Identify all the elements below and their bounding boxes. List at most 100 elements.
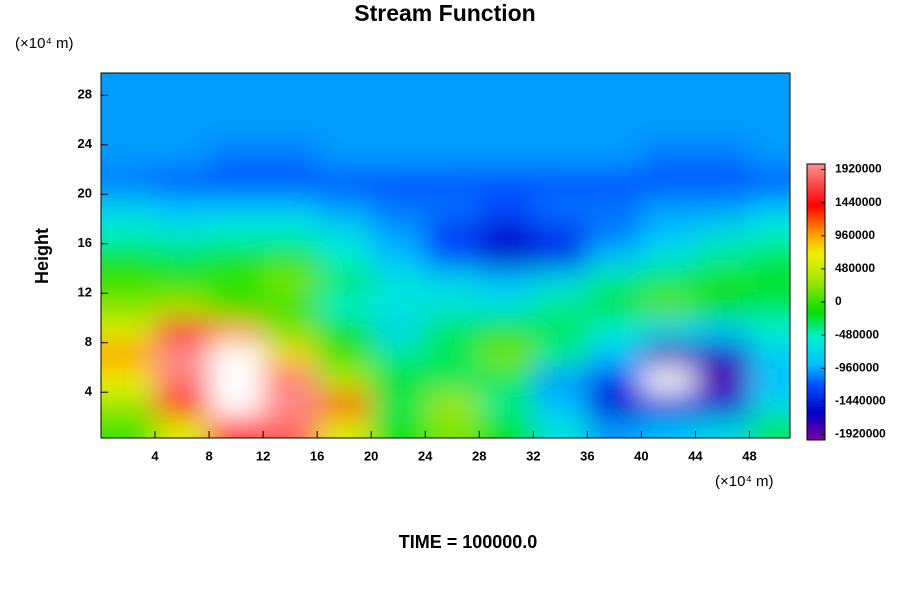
contour-cell <box>479 416 534 438</box>
x-tick-label: 12 <box>256 448 270 463</box>
x-tick-label: 40 <box>634 448 648 463</box>
contour-cell <box>533 293 588 319</box>
y-tick-label: 28 <box>78 87 92 102</box>
x-tick-label: 32 <box>526 448 540 463</box>
contour-cell <box>155 392 210 418</box>
contour-cell <box>317 169 372 195</box>
contour-cell <box>101 144 156 171</box>
contour-cell <box>425 219 480 245</box>
contour-cell <box>533 219 588 245</box>
contour-cell <box>533 367 588 393</box>
contour-cell <box>263 416 318 438</box>
contour-cell <box>317 293 372 319</box>
contour-cell <box>479 392 534 418</box>
contour-cell <box>155 194 210 220</box>
contour-cell <box>425 342 480 368</box>
colorbar-segment <box>807 364 825 386</box>
contour-cell <box>479 120 534 146</box>
colorbar-tick-label: -480000 <box>835 327 879 341</box>
contour-cell <box>749 144 790 171</box>
contour-cell <box>425 73 480 96</box>
contour-cell <box>263 169 318 195</box>
colorbar-segment <box>807 336 825 365</box>
contour-cell <box>425 367 480 393</box>
contour-cell <box>101 219 156 245</box>
contour-cell <box>425 120 480 146</box>
contour-cell <box>641 392 696 418</box>
contour-cell <box>371 416 426 438</box>
contour-cell <box>641 317 696 344</box>
x-tick-label: 24 <box>418 448 433 463</box>
contour-cell <box>317 194 372 220</box>
x-tick-label: 16 <box>310 448 324 463</box>
contour-cell <box>317 342 372 368</box>
contour-cell <box>263 219 318 245</box>
contour-cell <box>587 95 642 121</box>
contour-cell <box>641 144 696 171</box>
contour-cell <box>371 194 426 220</box>
contour-cell <box>695 416 750 438</box>
colorbar-segment <box>807 384 825 413</box>
contour-cell <box>209 144 264 171</box>
contour-cell <box>371 268 426 294</box>
contour-cell <box>695 169 750 195</box>
contour-cell <box>641 194 696 220</box>
contour-cell <box>155 120 210 146</box>
contour-cell <box>317 367 372 393</box>
contour-cell <box>317 95 372 121</box>
contour-cell <box>749 120 790 146</box>
contour-cell <box>155 293 210 319</box>
contour-cell <box>587 416 642 438</box>
colorbar-tick-label: 1920000 <box>835 162 882 176</box>
contour-cell <box>371 73 426 96</box>
chart-title: Stream Function <box>354 0 535 26</box>
y-axis-label: Height <box>32 228 52 284</box>
contour-cell <box>317 219 372 245</box>
contour-cell <box>209 120 264 146</box>
contour-cell <box>749 95 790 121</box>
contour-cell <box>101 392 156 418</box>
colorbar-segment <box>807 412 825 441</box>
colorbar-segment <box>807 253 825 282</box>
contour-cell <box>371 169 426 195</box>
contour-cell <box>317 73 372 96</box>
contour-cell <box>209 293 264 319</box>
colorbar-tick-label: -1920000 <box>835 427 886 441</box>
contour-cell <box>371 392 426 418</box>
contour-cell <box>101 73 156 96</box>
contour-cell <box>479 367 534 393</box>
contour-cell <box>479 268 534 294</box>
contour-cell <box>209 367 264 393</box>
contour-cell <box>749 169 790 195</box>
contour-cell <box>209 194 264 220</box>
colorbar-tick-label: 1440000 <box>835 195 882 209</box>
contour-cell <box>641 219 696 245</box>
y-tick-label: 24 <box>78 136 93 151</box>
colorbar-segment <box>807 233 825 254</box>
contour-cell <box>641 268 696 294</box>
contour-cell <box>695 342 750 368</box>
contour-cell <box>533 95 588 121</box>
contour-cell <box>101 342 156 368</box>
contour-cell <box>371 317 426 344</box>
contour-cell <box>317 268 372 294</box>
contour-cell <box>209 342 264 368</box>
contour-cell <box>263 73 318 96</box>
contour-cell <box>263 268 318 294</box>
contour-cell <box>263 293 318 319</box>
contour-cell <box>749 416 790 438</box>
contour-cell <box>263 120 318 146</box>
contour-cell <box>749 194 790 220</box>
contour-cell <box>263 317 318 344</box>
contour-cell <box>155 219 210 245</box>
contour-cell <box>101 416 156 438</box>
contour-cell <box>209 95 264 121</box>
contour-cell <box>641 342 696 368</box>
contour-cell <box>695 268 750 294</box>
contour-cell <box>587 392 642 418</box>
plot-area <box>101 73 790 438</box>
contour-cell <box>587 268 642 294</box>
x-tick-label: 44 <box>688 448 703 463</box>
contour-cell <box>263 194 318 220</box>
